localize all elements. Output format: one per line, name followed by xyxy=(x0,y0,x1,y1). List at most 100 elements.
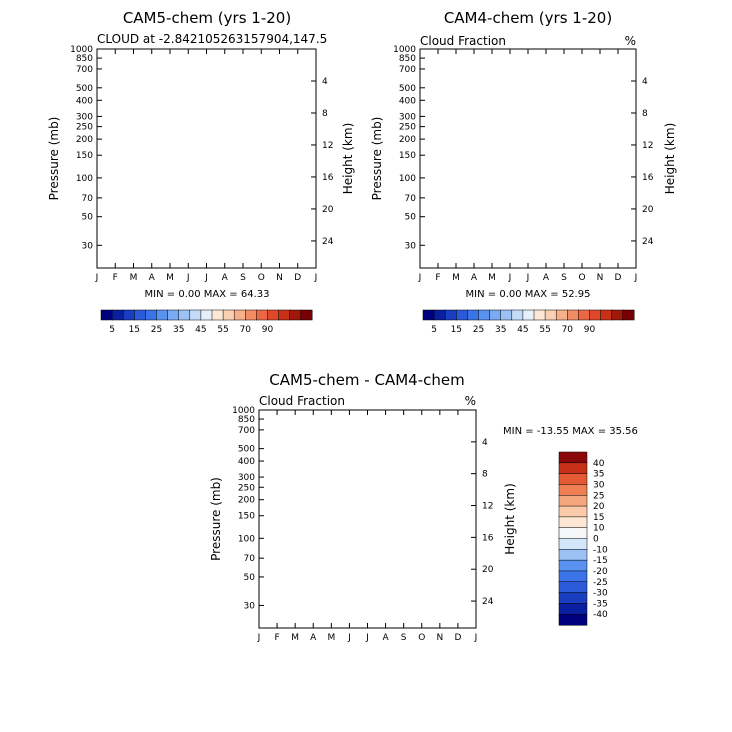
height-tick-label: 24 xyxy=(482,597,494,607)
colorbar-label: 35 xyxy=(495,325,506,335)
x-tick-label: N xyxy=(276,273,283,283)
panel-diff-frame xyxy=(258,409,477,629)
y-tick-label: 700 xyxy=(399,65,416,75)
colorbar-label: 15 xyxy=(593,513,604,523)
panel-cam5-axes: J F M A M J J A S O N D J305070100150200250300400500… xyxy=(70,45,334,283)
x-tick-label: J xyxy=(365,633,369,643)
height-tick-label: 16 xyxy=(642,173,654,183)
x-tick-label: D xyxy=(615,273,622,283)
y-tick-label: 250 xyxy=(399,123,416,133)
colorbar-label: 25 xyxy=(151,325,162,335)
x-tick-label: M xyxy=(166,273,174,283)
x-tick-label: A xyxy=(543,273,550,283)
colorbar-swatch xyxy=(558,495,588,507)
colorbar-label: -25 xyxy=(593,578,608,588)
colorbar-label: 30 xyxy=(593,480,605,490)
panel-cam5-subtitle: CLOUD at -2.842105263157904,147.5 xyxy=(97,32,327,46)
x-tick-label: A xyxy=(149,273,156,283)
x-tick-label: O xyxy=(258,273,265,283)
colorbar-swatch xyxy=(467,309,480,321)
height-tick-label: 4 xyxy=(642,77,648,87)
colorbar-label: 25 xyxy=(473,325,484,335)
x-tick-label: A xyxy=(310,633,317,643)
colorbar-swatch xyxy=(156,309,169,321)
x-tick-label: D xyxy=(294,273,301,283)
y-tick-label: 400 xyxy=(238,457,255,467)
panel-cam5-stats: MIN = 0.00 MAX = 64.33 xyxy=(145,289,270,300)
y-tick-label: 50 xyxy=(244,573,256,583)
colorbar-swatch xyxy=(456,309,468,321)
y-tick-label: 850 xyxy=(238,415,255,425)
colorbar-swatch xyxy=(134,309,146,321)
x-tick-label: M xyxy=(291,633,299,643)
height-tick-label: 16 xyxy=(322,173,334,183)
height-tick-label: 24 xyxy=(322,237,334,247)
colorbar-label: -10 xyxy=(593,545,608,555)
colorbar-swatch xyxy=(256,309,269,321)
panel-cam4-stats: MIN = 0.00 MAX = 52.95 xyxy=(466,289,591,300)
y-tick-label: 150 xyxy=(76,151,93,161)
colorbar-swatch xyxy=(558,516,588,529)
colorbar-label: -15 xyxy=(593,556,608,566)
colorbar-swatch xyxy=(200,309,213,321)
colorbar-swatch xyxy=(558,603,588,615)
colorbar-label: 40 xyxy=(593,459,605,469)
y-tick-label: 70 xyxy=(82,194,94,204)
colorbar-swatch xyxy=(478,309,491,321)
colorbar-label: 5 xyxy=(431,325,437,335)
y-tick-label: 150 xyxy=(399,151,416,161)
y-tick-label: 500 xyxy=(76,84,93,94)
colorbar-swatch xyxy=(289,309,302,321)
panel-cam4-title: CAM4-chem (yrs 1-20) xyxy=(444,9,612,27)
colorbar-label: 15 xyxy=(129,325,140,335)
colorbar-label: 35 xyxy=(593,470,604,480)
colorbar-label: 55 xyxy=(217,325,228,335)
colorbar-swatch xyxy=(600,309,613,321)
colorbar-swatch xyxy=(589,309,602,321)
y-tick-label: 300 xyxy=(238,473,255,483)
colorbar-swatch xyxy=(558,581,588,594)
x-tick-label: O xyxy=(418,633,425,643)
height-tick-label: 20 xyxy=(482,565,494,575)
y-tick-label: 200 xyxy=(76,135,93,145)
panel-cam4-colorbar: 5 15 25 35 45 55 70 90 xyxy=(422,309,635,335)
height-tick-label: 4 xyxy=(482,438,488,448)
x-tick-label: J xyxy=(526,273,530,283)
y-tick-label: 150 xyxy=(238,512,255,522)
panel-cam4-frame xyxy=(419,48,637,269)
panel-cam4-ylabel-right: Height (km) xyxy=(663,123,677,194)
colorbar-label: 0 xyxy=(593,535,599,545)
colorbar-swatch xyxy=(122,309,135,321)
y-tick-label: 850 xyxy=(399,54,416,64)
colorbar-swatch xyxy=(500,309,513,321)
x-tick-label: J xyxy=(314,273,318,283)
x-tick-label: J xyxy=(347,633,351,643)
x-tick-label: J xyxy=(508,273,512,283)
y-tick-label: 700 xyxy=(238,426,255,436)
colorbar-swatch xyxy=(558,484,588,496)
height-tick-label: 20 xyxy=(642,205,654,215)
colorbar-swatch xyxy=(245,309,257,321)
colorbar-label: -20 xyxy=(593,567,608,577)
colorbar-label: -40 xyxy=(593,610,608,620)
colorbar-swatch xyxy=(489,309,502,321)
height-tick-label: 16 xyxy=(482,533,494,543)
colorbar-swatch xyxy=(558,473,588,485)
y-tick-label: 250 xyxy=(76,123,93,133)
x-tick-label: S xyxy=(401,633,407,643)
colorbar-swatch xyxy=(622,309,635,321)
colorbar-label: -35 xyxy=(593,599,608,609)
colorbar-swatch xyxy=(558,613,588,626)
x-tick-label: N xyxy=(436,633,443,643)
y-tick-label: 500 xyxy=(238,445,255,455)
colorbar-swatch xyxy=(555,309,568,321)
x-tick-label: A xyxy=(382,633,389,643)
colorbar-swatch xyxy=(558,570,588,583)
colorbar-swatch xyxy=(558,549,588,561)
colorbar-label: 70 xyxy=(562,325,574,335)
x-tick-label: S xyxy=(240,273,246,283)
colorbar-label: 45 xyxy=(517,325,528,335)
y-tick-label: 400 xyxy=(399,96,416,106)
y-tick-label: 850 xyxy=(76,54,93,64)
